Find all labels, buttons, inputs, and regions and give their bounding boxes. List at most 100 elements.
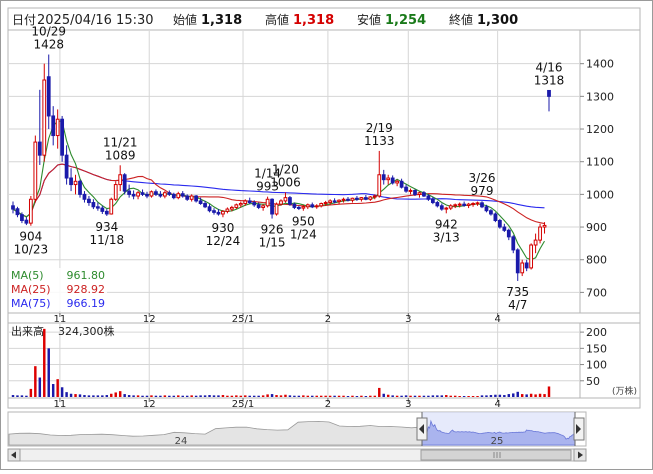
- volume-bar: [78, 394, 82, 397]
- candle-body: [189, 195, 194, 200]
- navigator-selected-area: [421, 419, 576, 446]
- candle-body: [337, 199, 341, 203]
- annotation-label: 1089: [105, 148, 136, 162]
- volume-x-ticks: 11 12 25/1 2 3 4: [54, 398, 501, 410]
- candle-body: [171, 193, 176, 199]
- volume-bar: [328, 395, 332, 397]
- scroll-right-button[interactable]: [573, 448, 587, 462]
- volume-bar: [194, 395, 198, 397]
- candle-body: [167, 192, 172, 195]
- volume-x-tick-label: 4: [494, 399, 500, 410]
- scroll-right-icon[interactable]: [578, 451, 583, 459]
- price-y-ticks: 700 800 900 1000 1100 1200 1300 1400: [580, 58, 614, 299]
- right-arrow-icon[interactable]: [576, 424, 581, 434]
- candle-body: [46, 76, 51, 117]
- volume-bar: [172, 395, 176, 397]
- volume-bar: [181, 395, 184, 397]
- annotation-label: 904: [19, 230, 42, 244]
- volume-bar: [87, 395, 91, 397]
- legend-ma5-name: MA(5): [11, 269, 44, 282]
- candle-body: [283, 197, 288, 202]
- volume-bar: [25, 395, 28, 397]
- volume-unit-label: (万株): [612, 385, 637, 397]
- candle-body: [328, 200, 333, 204]
- volume-bars: [11, 328, 551, 397]
- candle-body: [542, 224, 547, 228]
- candle-body: [435, 202, 440, 207]
- volume-bar: [445, 395, 448, 397]
- volume-bar: [51, 384, 55, 397]
- range-navigator[interactable]: 24 25: [7, 411, 587, 447]
- scroll-left-icon[interactable]: [11, 451, 16, 459]
- price-x-tick-label: 2: [325, 314, 331, 325]
- scrollbar-thumb[interactable]: [420, 449, 572, 461]
- volume-bar: [60, 387, 64, 397]
- candle-body: [234, 204, 239, 208]
- date-label: 日付: [12, 13, 36, 27]
- volume-bar: [199, 395, 202, 397]
- candle-body: [422, 192, 426, 197]
- legend-ma75-name: MA(75): [11, 297, 51, 310]
- price-x-tick-label: 4: [494, 314, 500, 325]
- volume-bar: [92, 395, 95, 397]
- ma25-line: [12, 163, 545, 225]
- candle-body: [158, 193, 163, 197]
- volume-bar: [355, 396, 359, 397]
- candle-body: [37, 141, 42, 156]
- range-scrollbar[interactable]: [7, 448, 587, 462]
- volume-bar: [476, 396, 479, 397]
- price-y-tick-label: 1200: [586, 123, 614, 136]
- volume-bar: [400, 395, 403, 397]
- candle-body: [404, 186, 408, 192]
- candle-body: [78, 180, 82, 195]
- candle-body: [122, 174, 127, 192]
- candle-body: [319, 203, 324, 207]
- volume-bar: [150, 395, 153, 397]
- volume-bar: [512, 393, 515, 397]
- volume-x-tick-label: 12: [143, 399, 156, 410]
- volume-bar: [302, 395, 305, 397]
- candle-body: [162, 192, 167, 197]
- volume-bar: [471, 396, 475, 397]
- volume-bar: [16, 395, 19, 397]
- candle-body: [238, 203, 243, 206]
- volume-bar: [284, 394, 287, 397]
- candle-body: [489, 210, 493, 215]
- candle-body: [466, 203, 471, 206]
- volume-bar: [364, 396, 368, 397]
- candle-body: [104, 210, 109, 215]
- candle-body: [399, 180, 404, 188]
- candle-body: [341, 198, 346, 201]
- high-label: 高値: [265, 12, 289, 27]
- candle-body: [471, 203, 475, 206]
- volume-bar: [34, 366, 37, 397]
- candle-body: [212, 210, 216, 213]
- navigator-right-handle[interactable]: [573, 417, 585, 441]
- ma-legend: MA(5) 961.80 MA(25) 928.92 MA(75) 966.19: [9, 268, 107, 311]
- candle-body: [408, 189, 413, 192]
- candle-body: [109, 198, 114, 215]
- candle-body: [355, 197, 359, 200]
- left-arrow-icon[interactable]: [419, 424, 424, 434]
- candle-body: [448, 205, 453, 209]
- candle-body: [118, 174, 123, 186]
- candle-body: [323, 202, 328, 205]
- volume-y-tick-label: 200: [586, 326, 607, 339]
- volume-bar: [520, 394, 524, 397]
- scroll-left-button[interactable]: [7, 448, 21, 462]
- price-x-ticks: 11 12 25/1 2 3 4: [54, 313, 501, 325]
- annotation-label: 735: [506, 285, 529, 299]
- candle-body: [55, 118, 60, 137]
- candle-body: [430, 198, 435, 204]
- volume-bar: [47, 348, 50, 397]
- navigator-left-handle[interactable]: [416, 417, 428, 441]
- candle-body: [377, 174, 382, 197]
- volume-bar: [96, 395, 100, 397]
- candle-body: [301, 206, 306, 209]
- volume-bar: [413, 395, 417, 397]
- volume-bar: [101, 395, 104, 397]
- volume-bar: [154, 395, 158, 397]
- candle-body: [82, 193, 87, 200]
- volume-x-tick-label: 11: [54, 399, 67, 410]
- candle-body: [314, 205, 319, 208]
